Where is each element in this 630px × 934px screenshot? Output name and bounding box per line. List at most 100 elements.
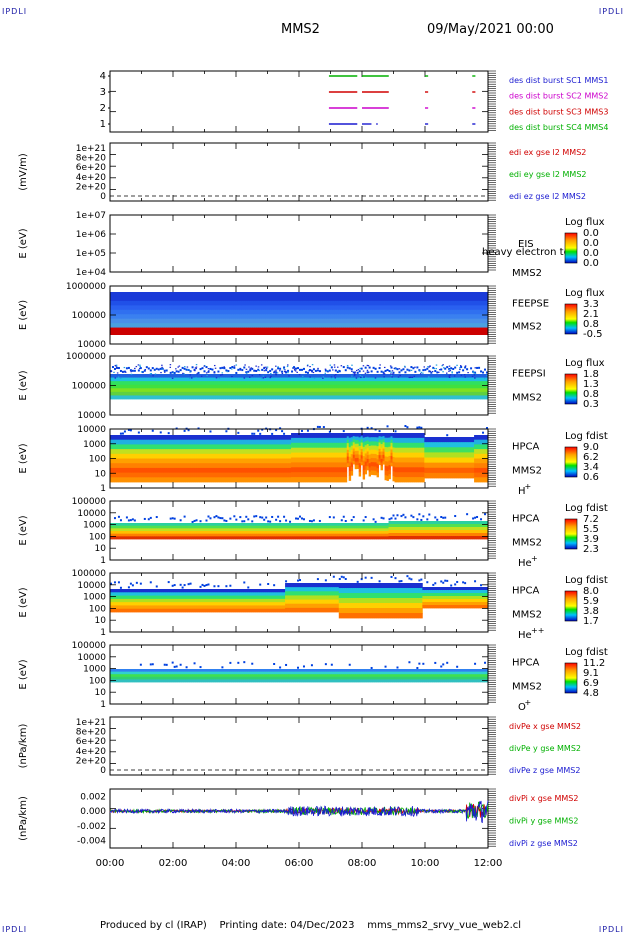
hpca_o-tick-label: 10000 xyxy=(77,653,106,663)
feepsi-speckle xyxy=(213,364,216,367)
hpca_h-colorbar-tick: 0.6 xyxy=(583,472,599,483)
feepsi-colorbar xyxy=(564,373,578,405)
hpca_o-tick-label: 1000 xyxy=(83,665,106,675)
feepsi-speckle xyxy=(394,368,397,370)
hpca_he1-axis-label: E (eV) xyxy=(18,515,29,545)
feepsi-speckle xyxy=(183,373,185,375)
feepse-colorbar-tick: 0.8 xyxy=(583,319,599,330)
feepsi-speckle xyxy=(123,366,126,369)
feepsi-speckle xyxy=(458,367,461,369)
feepsi-speckle xyxy=(114,364,117,367)
feepse-low-energy-band xyxy=(110,330,488,335)
hpca_he2-tick-label: 1000 xyxy=(83,593,106,603)
feepsi-speckle xyxy=(383,366,386,369)
feepsi-speckle xyxy=(438,369,441,371)
feepsi-speckle xyxy=(335,369,337,372)
feepsi-speckle xyxy=(186,366,189,368)
hpca_h-instrument-label: HPCA xyxy=(512,442,540,453)
feepsi-speckle xyxy=(286,365,289,368)
footer: Produced by cl (IRAP) Printing date: 04/… xyxy=(100,920,521,931)
feepsi-speckle xyxy=(288,375,290,377)
feepsi-speckle xyxy=(393,367,396,370)
eis-colorbar-title: Log flux xyxy=(565,217,605,228)
hpca_o-species-charge: + xyxy=(525,698,532,707)
feepsi-tick-label: 1000000 xyxy=(66,352,106,362)
feepsi-speckle xyxy=(383,376,385,378)
feepsi-speckle xyxy=(330,377,333,379)
divpe-tick-label: 6e+20 xyxy=(76,737,107,747)
hpca_he1-spectrogram xyxy=(110,513,489,540)
divpi-frame xyxy=(109,788,489,849)
feepsi-speckle xyxy=(473,374,476,376)
hpca_he2-colorbar-tick: 8.0 xyxy=(583,586,599,597)
hpca_he1-tick-label: 1 xyxy=(100,556,106,566)
divpe-tick-label: 1e+21 xyxy=(76,718,106,728)
feepsi-speckle xyxy=(115,365,117,367)
feepsi-tick-label: 10000 xyxy=(77,411,106,421)
feepsi-colorbar-tick: 1.8 xyxy=(583,369,599,380)
feepsi-speckle xyxy=(306,365,309,367)
feepsi-speckle xyxy=(338,369,340,372)
feepsi-speckle xyxy=(195,376,197,379)
eis-spacecraft-label: MMS2 xyxy=(512,268,542,279)
feepsi-speckle xyxy=(448,375,451,377)
feepsi-speckle xyxy=(140,371,143,373)
feepsi-speckle xyxy=(428,376,430,378)
feepsi-speckle xyxy=(435,367,438,370)
hpca_he1-tick-label: 10 xyxy=(95,544,107,554)
feepsi-speckle xyxy=(392,373,394,375)
feepse-spacecraft-label: MMS2 xyxy=(512,322,542,333)
hpca_he1-colorbar-tick: 2.3 xyxy=(583,544,599,555)
time-tick-label: 06:00 xyxy=(285,858,314,869)
hpca_he2-spectrogram xyxy=(110,575,489,619)
feepsi-speckle xyxy=(326,370,329,372)
divpi-tick-label: -0.004 xyxy=(77,837,106,847)
feepsi-speckle xyxy=(287,372,289,374)
edi-tick-label: 4e+20 xyxy=(76,173,107,183)
feepsi-speckle xyxy=(451,372,453,374)
burst-legend-item: des dist burst SC4 MMS4 xyxy=(509,123,608,132)
feepsi-speckle xyxy=(363,376,365,378)
feepsi-speckle xyxy=(391,376,393,378)
feepsi-speckle xyxy=(464,365,467,367)
feepsi-speckle xyxy=(215,377,218,379)
divpi-tick-label: -0.002 xyxy=(77,822,106,832)
feepsi-speckle xyxy=(130,373,133,375)
divpi-legend-item: divPi z gse MMS2 xyxy=(509,839,578,848)
feepsi-speckle xyxy=(161,366,163,368)
feepsi-speckle xyxy=(294,370,297,372)
feepsi-speckle xyxy=(438,371,440,373)
feepsi-speckle xyxy=(354,372,356,374)
feepsi-speckle xyxy=(203,365,206,367)
hpca_he1-tick-label: 10000 xyxy=(77,509,106,519)
feepsi-speckle xyxy=(122,371,124,373)
feepsi-speckle xyxy=(296,371,298,373)
feepsi-speckle xyxy=(453,375,456,377)
hpca_o-tick-label: 1 xyxy=(100,700,106,710)
hpca_he2-tick-label: 100 xyxy=(89,604,106,614)
feepse-colorbar-tick: 2.1 xyxy=(583,309,599,320)
feepsi-speckle xyxy=(190,377,193,379)
feepsi-speckle xyxy=(213,371,216,373)
feepsi-speckle xyxy=(309,366,311,368)
feepse-tick-label: 1000000 xyxy=(66,282,106,292)
feepsi-speckle xyxy=(265,367,268,369)
feepsi-speckle xyxy=(419,373,422,375)
hpca_he2-axis-label: E (eV) xyxy=(18,587,29,617)
feepsi-speckle xyxy=(292,367,294,369)
feepsi-speckle xyxy=(364,372,367,374)
feepsi-speckle xyxy=(260,364,263,366)
hpca_he2-species-charge: ++ xyxy=(531,626,544,635)
feepsi-speckle xyxy=(329,364,332,366)
feepsi-speckle xyxy=(169,366,172,368)
eis-tick-label: 1e+05 xyxy=(76,249,106,259)
feepsi-speckle xyxy=(171,377,174,379)
feepsi-speckle xyxy=(390,371,392,373)
hpca_h-colorbar-tick: 3.4 xyxy=(583,462,599,473)
feepsi-speckle xyxy=(172,372,175,374)
hpca_o-spectrogram xyxy=(110,661,489,683)
feepsi-speckle xyxy=(353,374,356,376)
feepsi-speckle xyxy=(335,373,337,376)
feepsi-speckle xyxy=(333,364,336,366)
